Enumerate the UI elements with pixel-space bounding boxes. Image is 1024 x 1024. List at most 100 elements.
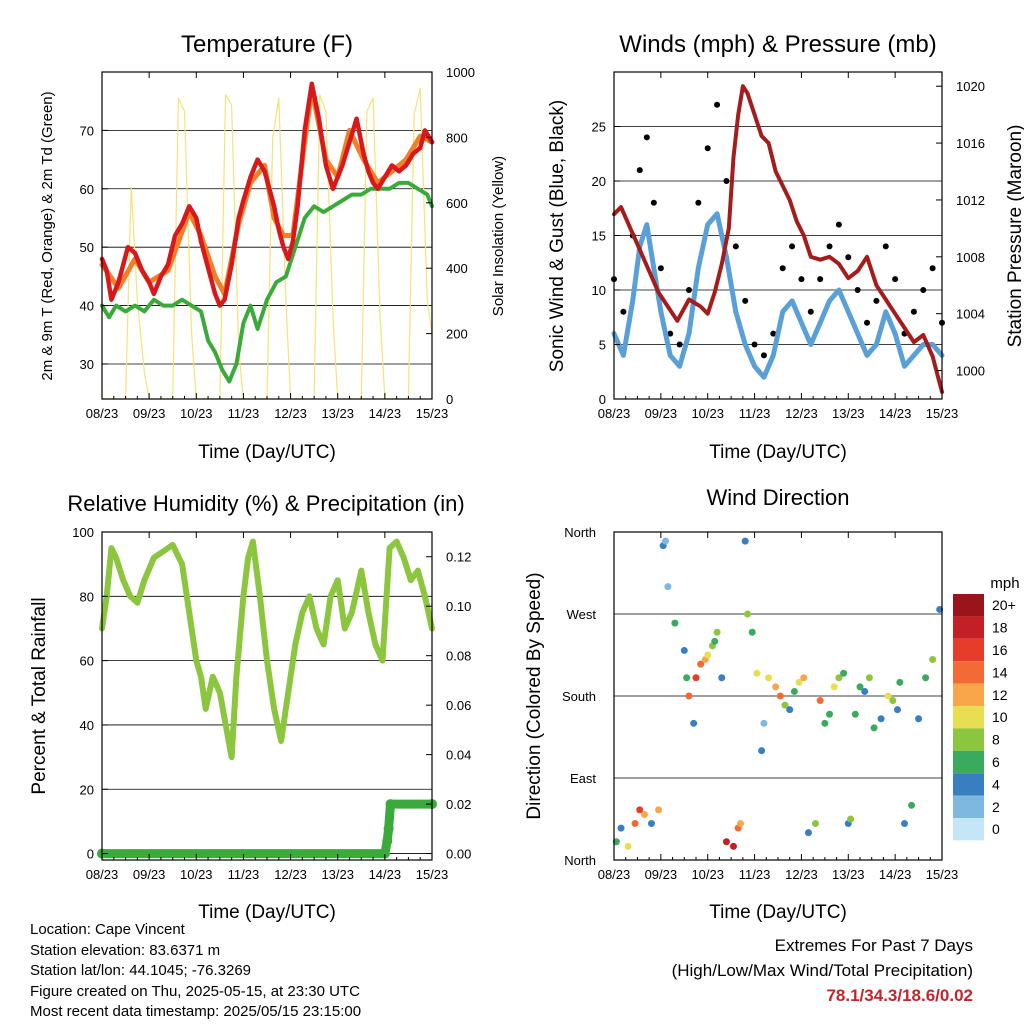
x-tick-label: 10/23 (691, 867, 724, 882)
colorbar-label: 2 (992, 799, 1000, 815)
gust-point (704, 145, 711, 152)
direction-point (901, 820, 909, 828)
direction-point (908, 801, 916, 809)
direction-point (800, 674, 808, 682)
colorbar-swatch (953, 706, 984, 729)
direction-point (647, 820, 655, 828)
colorbar-swatch (953, 594, 984, 617)
y-right-tick-label: 1008 (956, 250, 985, 265)
gust-point (742, 297, 749, 304)
direction-point (765, 674, 773, 682)
direction-point (870, 724, 878, 732)
direction-point (664, 583, 672, 591)
direction-point (748, 628, 756, 636)
direction-point (889, 697, 897, 705)
precipitation-point (383, 823, 394, 834)
y-right-tick-label: 0 (446, 392, 453, 407)
humidity-title: Relative Humidity (%) & Precipitation (i… (67, 491, 464, 516)
gust-point (798, 276, 805, 283)
temperature-plot-area: 08/23 09/23 10/23 11/23 12/23 13/23 14/23 15/23… (80, 65, 475, 421)
temperature-xlabel: Time (Day/UTC) (198, 442, 336, 463)
direction-point (884, 692, 892, 700)
direction-point (795, 678, 803, 686)
y-tick-label: 30 (80, 357, 94, 372)
station-location: Location: Cape Vincent (30, 921, 185, 938)
x-tick-label: 08/23 (598, 406, 631, 421)
y-tick-label: 60 (80, 654, 94, 669)
temperature-ylabel-right: Solar Insolation (Yellow) (490, 156, 507, 316)
y-tick-label: 50 (80, 240, 94, 255)
gust-point (636, 167, 643, 174)
y-tick-label: West (567, 607, 597, 622)
plot-border (101, 531, 433, 861)
direction-point (781, 701, 789, 709)
direction-point (744, 610, 752, 618)
gust-point (685, 287, 692, 293)
humidity-panel: Relative Humidity (%) & Precipitation (i… (29, 491, 471, 923)
station-pressure-line (612, 84, 944, 394)
direction-point (729, 842, 737, 850)
x-tick-label: 15/23 (416, 406, 449, 421)
y-right-tick-label: 1016 (956, 136, 985, 151)
direction-point (690, 719, 698, 727)
x-tick-label: 11/23 (228, 867, 260, 882)
y-right-tick-label: 0.08 (446, 649, 471, 664)
x-tick-label: 13/23 (321, 867, 354, 882)
y-tick-label: 10 (592, 283, 606, 298)
direction-point (922, 674, 930, 682)
y-tick-label: 5 (599, 338, 606, 353)
x-tick-label: 11/23 (739, 867, 771, 882)
y-tick-label: 80 (80, 589, 94, 604)
x-tick-label: 15/23 (926, 867, 959, 882)
humidity-ylabel-left: Percent & Total Rainfall (29, 597, 50, 794)
x-tick-label: 09/23 (133, 867, 166, 882)
direction-point (683, 674, 691, 682)
direction-xlabel: Time (Day/UTC) (709, 902, 847, 923)
figure-created: Figure created on Thu, 2025-05-15, at 23… (30, 982, 360, 1000)
direction-point (722, 838, 730, 846)
gust-point (770, 330, 777, 337)
y-tick-label: 20 (592, 174, 606, 189)
y-tick-label: 70 (80, 123, 94, 138)
y-right-tick-label: 0.04 (446, 748, 471, 763)
y-tick-label: 20 (80, 782, 94, 797)
gust-point (789, 243, 796, 250)
extremes-box: Extremes For Past 7 Days (High/Low/Max W… (672, 933, 973, 1008)
y-right-tick-label: 1012 (956, 193, 985, 208)
temperature-title: Temperature (F) (181, 31, 353, 58)
x-tick-label: 08/23 (86, 406, 119, 421)
gust-point (854, 287, 861, 293)
y-right-tick-label: 400 (446, 261, 468, 276)
direction-point (737, 820, 745, 828)
y-tick-label: 25 (592, 120, 606, 135)
precipitation-point (382, 836, 393, 847)
gust-point (864, 319, 871, 326)
direction-panel: Wind Direction 08/23 09/23 10/23 11/23 12/23… (524, 485, 1020, 923)
gust-point (845, 254, 852, 261)
colorbar-swatch (953, 638, 984, 662)
y-tick-label: North (564, 853, 596, 868)
gust-point (826, 243, 833, 250)
gust-point (760, 352, 767, 359)
y-tick-label: 15 (592, 229, 606, 244)
y-right-tick-label: 600 (446, 196, 468, 211)
direction-point (617, 824, 625, 832)
direction-point (758, 747, 766, 755)
speed-colorbar: 20+ 18 16 14 12 10 8 6 4 2 0 (953, 594, 1016, 841)
humidity-xlabel: Time (Day/UTC) (198, 902, 336, 923)
direction-point (826, 710, 834, 718)
y-tick-label: 60 (80, 182, 94, 197)
direction-point (692, 674, 700, 682)
x-tick-label: 14/23 (879, 867, 912, 882)
gust-point (835, 221, 842, 228)
gust-point (732, 243, 739, 250)
x-tick-label: 09/23 (133, 406, 166, 421)
direction-point (865, 674, 873, 682)
gust-point (882, 243, 889, 250)
extremes-heading: Extremes For Past 7 Days (774, 936, 973, 955)
x-tick-label: 15/23 (416, 867, 449, 882)
y-right-tick-label: 1000 (956, 364, 985, 379)
y-tick-label: East (570, 771, 596, 786)
x-tick-label: 15/23 (926, 406, 959, 421)
x-tick-label: 12/23 (274, 867, 307, 882)
